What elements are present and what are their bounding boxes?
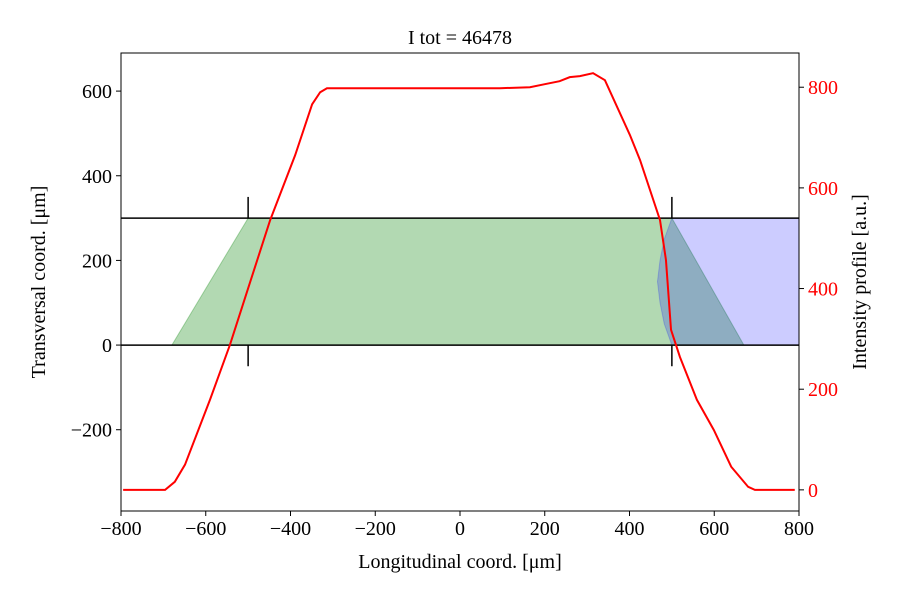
x-tick-label: −400	[270, 518, 311, 540]
x-axis-label: Longitudinal coord. [μm]	[358, 551, 561, 573]
x-tick-label: 400	[615, 518, 645, 540]
chart-title: I tot = 46478	[408, 27, 512, 49]
y-tick-label: 600	[82, 81, 112, 103]
y2-tick-label: 600	[808, 178, 838, 200]
y-tick-label: 400	[82, 166, 112, 188]
region	[656, 217, 800, 346]
y2-tick-label: 800	[808, 77, 838, 99]
x-tick-label: 600	[699, 518, 729, 540]
x-tick-label: −800	[100, 518, 141, 540]
x-tick-label: 0	[455, 518, 465, 540]
y-axis-label: Transversal coord. [μm]	[28, 186, 50, 379]
y-tick-label: 0	[102, 335, 112, 357]
x-tick-label: 200	[530, 518, 560, 540]
y2-tick-label: 400	[808, 279, 838, 301]
y-tick-label: 200	[82, 250, 112, 272]
y-tick-label: −200	[71, 420, 112, 442]
x-tick-label: 800	[784, 518, 814, 540]
y2-tick-label: 200	[808, 379, 838, 401]
x-tick-label: −600	[185, 518, 226, 540]
y2-tick-label: 0	[808, 480, 818, 502]
intensity-line	[123, 72, 795, 491]
y2-axis-label: Intensity profile [a.u.]	[849, 194, 871, 370]
x-tick-label: −200	[355, 518, 396, 540]
